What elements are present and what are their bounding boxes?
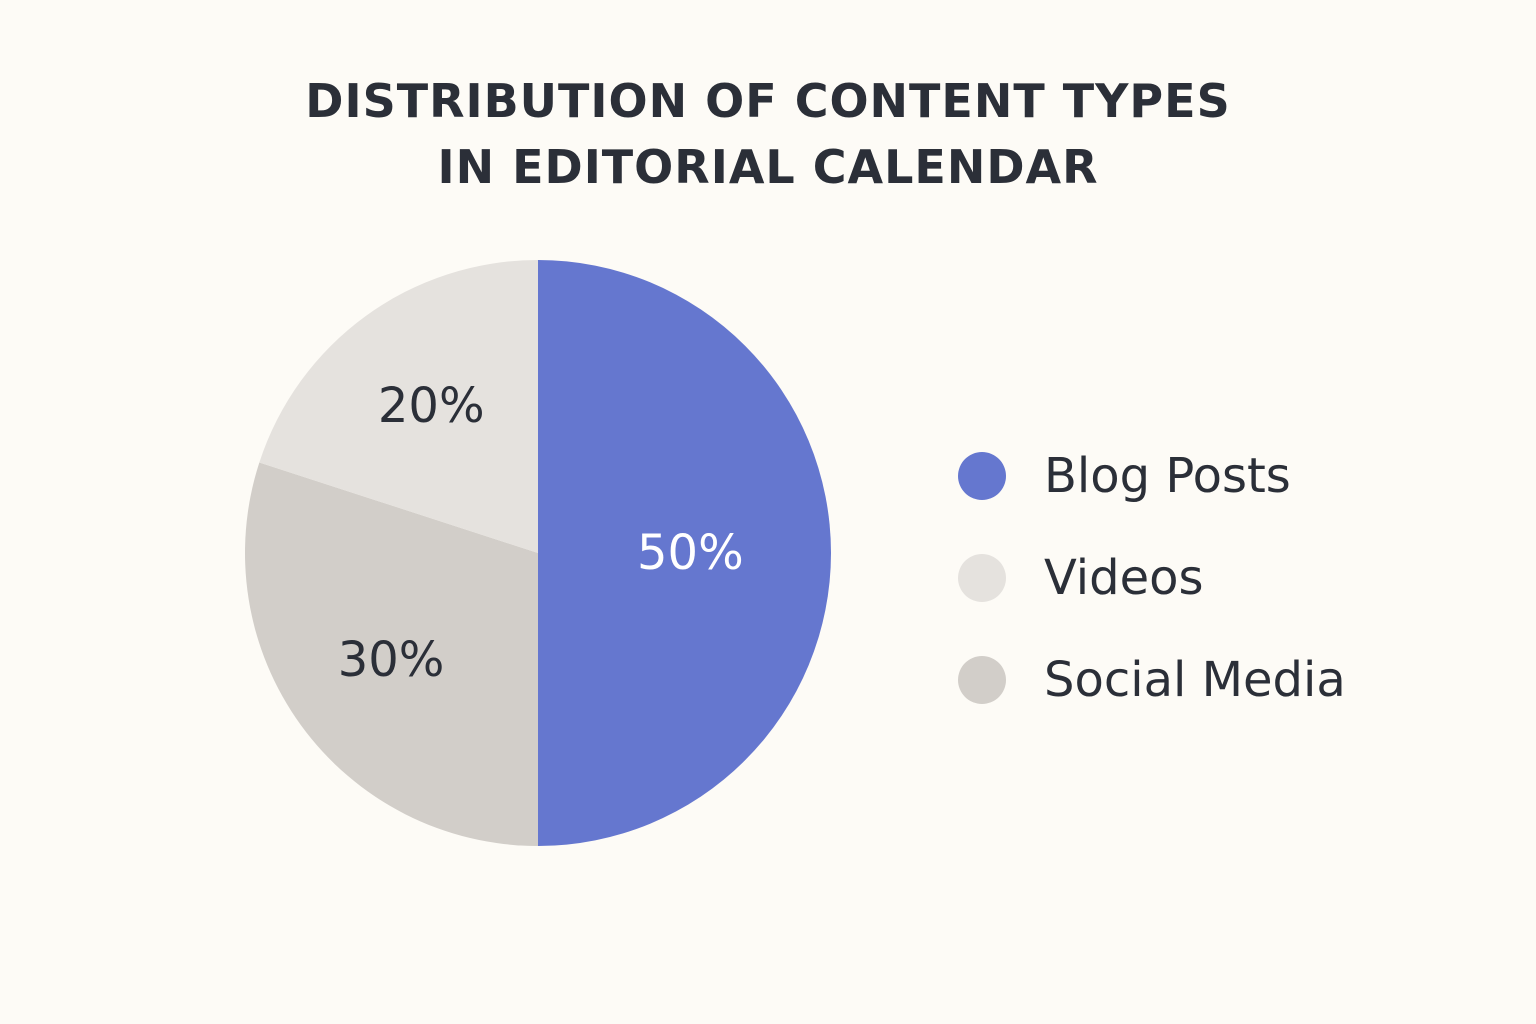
chart-title-line-1: DISTRIBUTION OF CONTENT TYPES [305,74,1231,128]
pie-slice-blog-posts [538,260,831,846]
pie-label-blog-posts: 50% [637,525,744,581]
pie-label-social-media: 30% [338,632,445,688]
legend-swatch-videos [958,554,1006,602]
legend-swatch-blog-posts [958,452,1006,500]
legend-label-videos: Videos [1044,550,1204,606]
chart-title-line-2: IN EDITORIAL CALENDAR [437,140,1099,194]
pie-slice-videos [259,260,538,553]
legend-label-social-media: Social Media [1044,652,1346,708]
pie-slice-social-media [244,462,539,846]
legend-label-blog-posts: Blog Posts [1044,448,1291,504]
chart-title: DISTRIBUTION OF CONTENT TYPES IN EDITORI… [0,68,1536,200]
pie-label-videos: 20% [378,378,485,434]
legend-swatch-social-media [958,656,1006,704]
